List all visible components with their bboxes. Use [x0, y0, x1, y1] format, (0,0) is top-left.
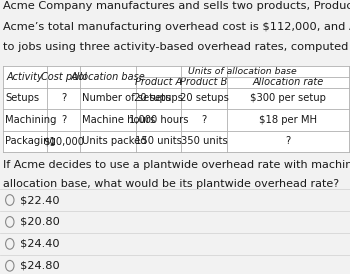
Text: Allocation rate: Allocation rate	[252, 77, 324, 87]
Text: Units packed: Units packed	[82, 136, 146, 146]
Text: Activity: Activity	[7, 72, 43, 82]
Text: ?: ?	[61, 93, 66, 104]
Text: Acme Company manufactures and sells two products, Product A and Product B.: Acme Company manufactures and sells two …	[3, 1, 350, 11]
Text: 1,000 hours: 1,000 hours	[129, 115, 188, 125]
Text: 150 units: 150 units	[135, 136, 182, 146]
Text: allocation base, what would be its plantwide overhead rate?: allocation base, what would be its plant…	[3, 179, 339, 189]
Text: $10,000: $10,000	[43, 136, 84, 146]
Text: $24.80: $24.80	[20, 261, 60, 271]
Text: $300 per setup: $300 per setup	[250, 93, 326, 104]
Text: Units of allocation base: Units of allocation base	[188, 67, 297, 76]
Text: Product B: Product B	[180, 77, 228, 87]
Text: $18 per MH: $18 per MH	[259, 115, 317, 125]
Text: to jobs using three activity-based overhead rates, computed as follows:: to jobs using three activity-based overh…	[3, 42, 350, 52]
Text: Number of setups: Number of setups	[82, 93, 170, 104]
Text: ?: ?	[286, 136, 290, 146]
Text: Setups: Setups	[5, 93, 39, 104]
Text: ?: ?	[201, 115, 206, 125]
Text: Cost pool: Cost pool	[41, 72, 86, 82]
Text: $22.40: $22.40	[20, 195, 60, 205]
Text: Acme’s total manufacturing overhead cost is $112,000, and Acme applies overhead: Acme’s total manufacturing overhead cost…	[3, 22, 350, 32]
Text: $20.80: $20.80	[20, 217, 60, 227]
Text: Packaging: Packaging	[5, 136, 56, 146]
Text: 20 setups: 20 setups	[180, 93, 229, 104]
Bar	[3, 66, 349, 152]
Text: Machine hours: Machine hours	[82, 115, 155, 125]
Text: Product A: Product A	[135, 77, 182, 87]
Text: $24.40: $24.40	[20, 239, 60, 249]
Text: If Acme decides to use a plantwide overhead rate with machine hours as the: If Acme decides to use a plantwide overh…	[3, 160, 350, 170]
Text: 350 units: 350 units	[181, 136, 228, 146]
Text: ?: ?	[61, 115, 66, 125]
Text: Machining: Machining	[5, 115, 56, 125]
Text: Allocation base: Allocation base	[70, 72, 145, 82]
Text: 20 setups: 20 setups	[134, 93, 183, 104]
